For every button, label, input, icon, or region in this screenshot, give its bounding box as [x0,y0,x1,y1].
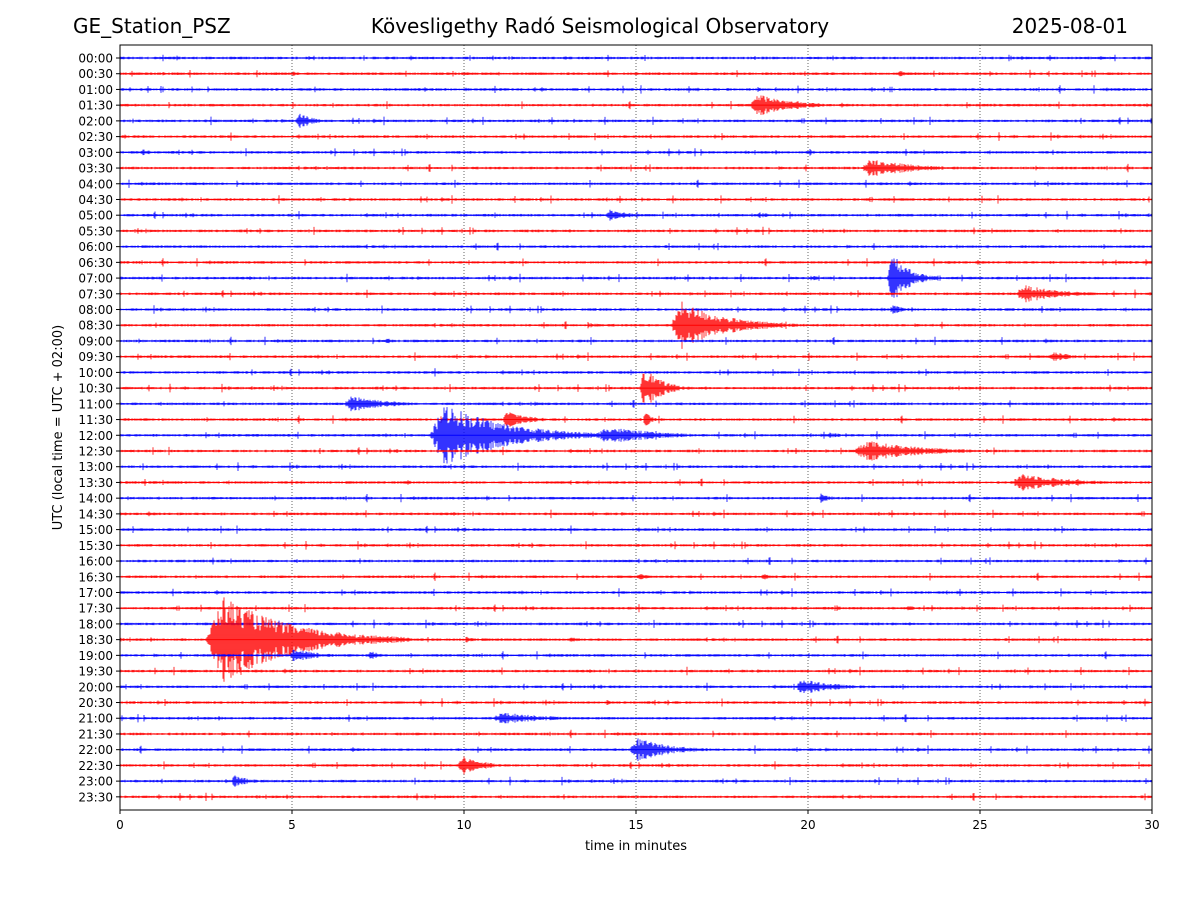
x-axis: 0 5 10 15 20 25 30 [116,810,1160,832]
y-tick-label-21: 10:30 [78,382,113,396]
y-tick-label-43: 21:30 [78,727,113,741]
trace-21 [119,373,1153,403]
date-label: 2025-08-01 [1011,14,1128,38]
trace-31 [119,541,1153,550]
y-tick-label-9: 04:30 [78,193,113,207]
trace-27 [119,474,1153,491]
y-tick-label-1: 00:30 [78,67,113,81]
trace-24 [119,407,1153,464]
trace-30 [119,525,1153,534]
y-tick-label-36: 18:00 [78,617,113,631]
y-axis-label: UTC (local time = UTC + 02:00) [51,325,66,530]
y-tick-label-38: 19:00 [78,649,113,663]
x-axis-label: time in minutes [585,839,687,854]
y-tick-label-44: 22:00 [78,743,113,757]
trace-40 [119,680,1153,693]
y-tick-label-24: 12:00 [78,429,113,443]
y-tick-label-11: 05:30 [78,224,113,238]
trace-47 [119,792,1153,801]
y-tick-label-6: 03:00 [78,146,113,160]
station-name: GE_Station_PSZ [73,14,231,38]
y-tick-label-12: 06:00 [78,240,113,254]
trace-34 [119,588,1153,597]
trace-43 [119,729,1153,739]
seismogram-traces [119,54,1153,801]
trace-10 [119,209,1153,221]
trace-5 [119,132,1153,141]
trace-1 [119,69,1153,78]
y-tick-label-19: 09:30 [78,350,113,364]
y-tick-label-28: 14:00 [78,492,113,506]
y-tick-label-17: 08:30 [78,319,113,333]
y-tick-label-31: 15:30 [78,539,113,553]
y-tick-label-13: 06:30 [78,256,113,270]
y-tick-label-40: 20:00 [78,680,113,694]
y-tick-label-0: 00:00 [78,52,113,66]
y-tick-label-33: 16:30 [78,570,113,584]
y-tick-label-2: 01:00 [78,83,113,97]
y-tick-label-4: 02:00 [78,114,113,128]
y-tick-label-47: 23:30 [78,790,113,804]
x-tick-label-3: 15 [628,818,643,832]
trace-26 [119,462,1153,471]
y-tick-label-10: 05:00 [78,209,113,223]
y-tick-label-45: 22:30 [78,759,113,773]
y-tick-label-14: 07:00 [78,272,113,286]
y-tick-label-35: 17:30 [78,602,113,616]
y-tick-label-15: 07:30 [78,287,113,301]
x-tick-label-5: 25 [972,818,987,832]
trace-2 [119,85,1153,94]
trace-9 [119,195,1153,204]
y-tick-label-18: 09:00 [78,334,113,348]
chart-title: Kövesligethy Radó Seismological Observat… [370,14,830,38]
y-tick-label-3: 01:30 [78,99,113,113]
y-tick-label-41: 20:30 [78,696,113,710]
trace-15 [119,285,1153,303]
y-tick-label-22: 11:00 [78,397,113,411]
y-tick-label-32: 16:00 [78,555,113,569]
grid-lines [291,45,981,810]
y-tick-label-27: 13:30 [78,476,113,490]
x-tick-label-2: 10 [456,818,471,832]
y-tick-label-37: 18:30 [78,633,113,647]
y-tick-label-29: 14:30 [78,507,113,521]
y-tick-label-7: 03:30 [78,162,113,176]
trace-18 [119,336,1153,346]
trace-39 [119,666,1153,676]
y-tick-label-42: 21:00 [78,712,113,726]
y-tick-label-34: 17:00 [78,586,113,600]
x-tick-label-4: 20 [800,818,815,832]
x-tick-label-1: 5 [288,818,296,832]
y-tick-label-39: 19:30 [78,665,113,679]
y-tick-label-5: 02:30 [78,130,113,144]
trace-13 [119,258,1153,267]
trace-19 [119,352,1153,361]
y-tick-label-20: 10:00 [78,366,113,380]
y-tick-label-46: 23:00 [78,775,113,789]
x-tick-label-0: 0 [116,818,124,832]
y-tick-label-30: 15:00 [78,523,113,537]
trace-6 [119,148,1153,157]
y-tick-label-25: 12:30 [78,445,113,459]
y-tick-label-26: 13:00 [78,460,113,474]
y-tick-label-16: 08:00 [78,303,113,317]
x-tick-label-6: 30 [1144,818,1159,832]
y-tick-label-8: 04:00 [78,177,113,191]
y-tick-label-23: 11:30 [78,413,113,427]
trace-4 [119,113,1153,128]
trace-35 [119,604,1153,613]
